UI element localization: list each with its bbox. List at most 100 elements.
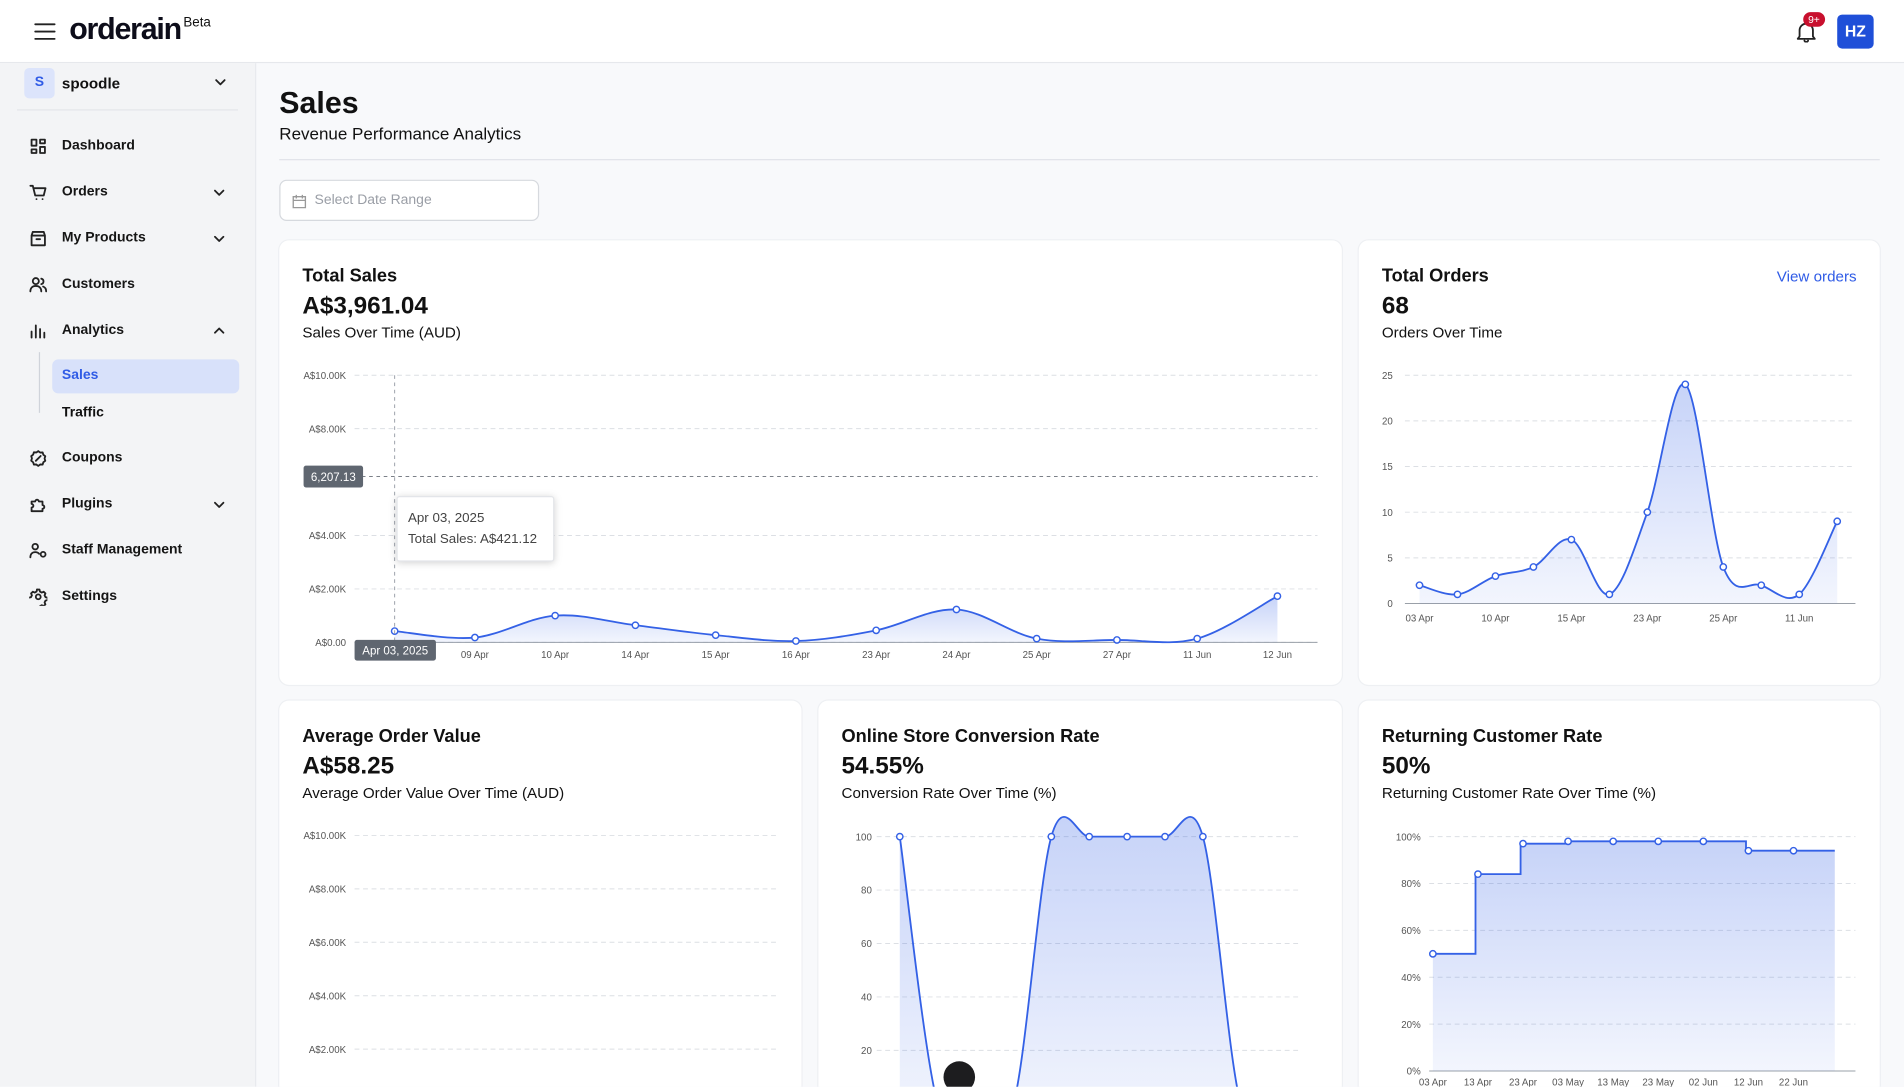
y-tick-label: A$2.00K (309, 585, 347, 596)
x-tick-label: 23 Apr (1509, 1078, 1538, 1087)
nav-item[interactable]: Settings (29, 582, 235, 611)
card-value: 68 (1381, 292, 1409, 320)
y-tick-label: 80% (1401, 879, 1421, 890)
data-point (1605, 590, 1614, 599)
menu-button[interactable] (34, 22, 56, 41)
x-tick-label: 22 Jun (1779, 1078, 1808, 1087)
data-point (1744, 846, 1753, 855)
nav-item[interactable]: Customers (29, 270, 235, 299)
tooltip-text: Total Sales: A$421.12 (408, 531, 537, 546)
x-tick-label: 25 Apr (1709, 614, 1738, 625)
x-tick-label: 15 Apr (702, 650, 731, 661)
chart: 20 40 60 80 100 (856, 816, 1299, 1087)
data-point (1453, 590, 1462, 599)
nav-icon (29, 184, 47, 200)
x-tick-label: 25 Apr (1023, 650, 1052, 661)
card: A$2.00K A$4.00K A$6.00K A$8.00K A$10.00K Ave… (279, 700, 802, 1087)
x-tick-label: 10 Apr (1481, 614, 1510, 625)
data-point (1032, 634, 1041, 643)
x-tick-label: 15 Apr (1557, 614, 1586, 625)
y-tick-label: 80 (861, 886, 872, 897)
store-chevron[interactable] (214, 78, 227, 88)
nav-label: Orders (61, 184, 108, 200)
nav-icon (30, 230, 46, 246)
sidebar-divider (17, 109, 239, 111)
nav-label: Customers (61, 276, 135, 292)
data-point (1643, 508, 1652, 517)
nav-item[interactable]: Orders (29, 177, 235, 206)
card-value: A$3,961.04 (302, 292, 428, 320)
x-tick-label: 23 Apr (862, 650, 891, 661)
x-tick-label: 03 Apr (1419, 1078, 1448, 1087)
data-point (1123, 832, 1131, 841)
logo[interactable]: orderain (69, 12, 182, 47)
crosshair-y-label: 6,207.13 (311, 472, 356, 484)
nav-icon (30, 138, 46, 154)
nav-item[interactable]: Analytics (29, 316, 235, 345)
data-point (1415, 581, 1424, 590)
data-point (1085, 832, 1094, 841)
date-range-input[interactable]: Select Date Range (279, 179, 540, 222)
data-point (1193, 634, 1202, 643)
y-tick-label: 15 (1382, 462, 1393, 473)
card-subtitle: Returning Customer Rate Over Time (%) (1381, 784, 1657, 802)
y-tick-label: A$4.00K (309, 531, 347, 542)
nav-icon (30, 498, 46, 512)
nav-label: Staff Management (61, 542, 183, 558)
dev-tools-button[interactable] (943, 1061, 976, 1087)
data-point (792, 637, 800, 645)
user-avatar[interactable]: HZ (1837, 14, 1874, 49)
store-initial[interactable]: S (24, 68, 55, 99)
data-point (1428, 949, 1437, 958)
x-tick-label: 13 Apr (1464, 1078, 1493, 1087)
data-point (551, 611, 560, 620)
nav-chevron (214, 326, 225, 334)
x-tick-label: 27 Apr (1103, 650, 1132, 661)
nav-item[interactable]: My Products (29, 223, 235, 252)
nav-chevron (214, 235, 225, 242)
beta-badge: Beta (183, 15, 211, 31)
nav-item[interactable]: Coupons (29, 443, 235, 472)
card-value: 50% (1381, 752, 1431, 780)
nav-item[interactable]: Plugins (29, 489, 235, 518)
y-tick-label: 60% (1401, 926, 1421, 937)
store-name[interactable]: spoodle (61, 75, 121, 93)
y-tick-label: A$0.00 (315, 638, 346, 649)
y-tick-label: A$10.00K (303, 831, 346, 842)
nav-tree-line (38, 352, 41, 413)
y-tick-label: 20 (861, 1046, 872, 1057)
y-tick-label: A$8.00K (309, 885, 347, 896)
data-point (1757, 581, 1766, 590)
x-tick-label: 14 Apr (621, 650, 650, 661)
data-point (471, 633, 479, 642)
nav-label: Plugins (61, 496, 113, 512)
y-tick-label: A$4.00K (309, 991, 347, 1002)
sidebar (0, 63, 257, 1087)
calendar-icon (292, 194, 307, 209)
series-line (1419, 383, 1839, 599)
nav-item[interactable]: Staff Management (29, 536, 235, 565)
card: 0% 20% 40% 60% 80% 100% 03 Apr 13 Apr 23 Apr 03 M… (1358, 700, 1880, 1087)
data-point (1564, 837, 1572, 846)
card-subtitle: Sales Over Time (AUD) (302, 324, 461, 342)
x-tick-label: 10 Apr (541, 650, 570, 661)
y-tick-label: 40% (1401, 973, 1421, 984)
card-value: A$58.25 (302, 752, 395, 780)
nav-sublabel[interactable]: Traffic (61, 405, 104, 421)
view-orders-link[interactable]: View orders (1776, 268, 1857, 286)
nav-subitem-active[interactable] (52, 359, 240, 394)
y-tick-label: 40 (861, 993, 872, 1004)
data-point (1654, 837, 1663, 846)
notification-count: 9+ (1803, 12, 1825, 27)
y-tick-label: 0 (1387, 599, 1393, 610)
series-area (394, 596, 1278, 643)
nav-icon (29, 588, 48, 606)
card: 20 40 60 80 100 Online Store Conversion Rate… (818, 700, 1342, 1087)
nav-item[interactable]: Dashboard (29, 131, 235, 160)
card: A$0.00 A$2.00K A$4.00K A$8.00K A$10.00K 09 Ap… (279, 240, 1342, 685)
card-subtitle: Orders Over Time (1381, 324, 1503, 342)
nav-sublabel[interactable]: Sales (61, 367, 99, 383)
data-point (1795, 590, 1804, 599)
data-point (631, 621, 640, 630)
